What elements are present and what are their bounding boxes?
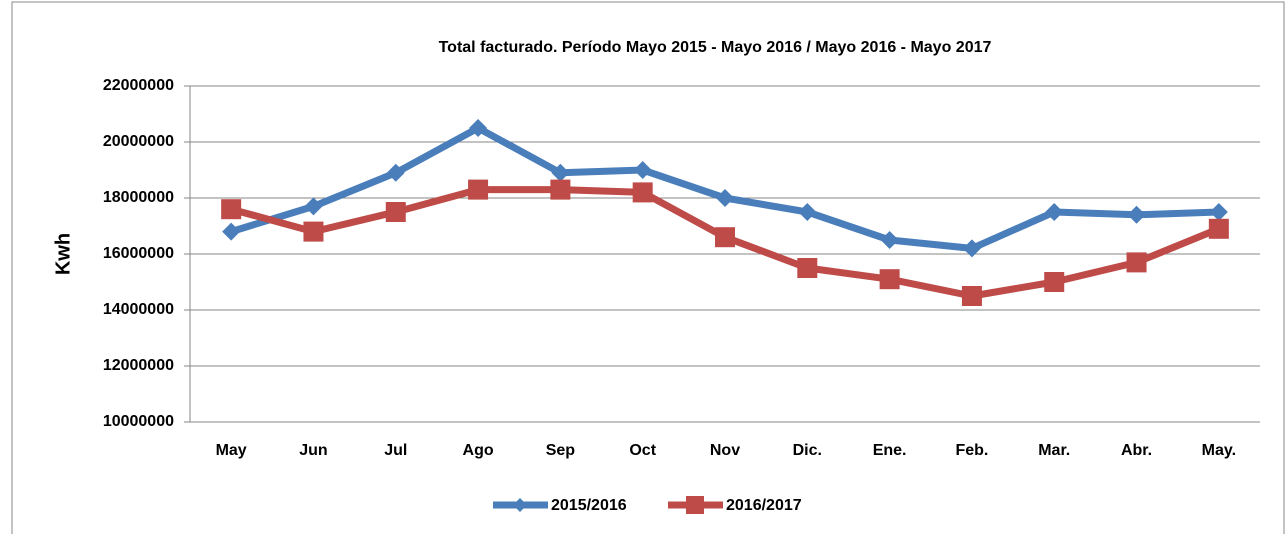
y-tick-label: 12000000: [103, 357, 174, 374]
marker: [468, 179, 489, 200]
chart-title: Total facturado. Período Mayo 2015 - May…: [439, 39, 992, 56]
x-tick-label: Oct: [629, 442, 656, 459]
marker: [1208, 218, 1229, 239]
marker: [550, 179, 571, 200]
x-tick-label: Jul: [384, 442, 407, 459]
marker: [715, 227, 735, 248]
x-tick-label: May: [216, 442, 247, 459]
marker: [879, 269, 900, 290]
marker: [386, 163, 405, 182]
legend-label: 2015/2016: [551, 497, 627, 514]
y-tick-label: 18000000: [103, 189, 174, 206]
x-tick-label: Feb.: [955, 442, 988, 459]
y-axis-label: Kwh: [52, 233, 74, 275]
marker: [1209, 203, 1228, 221]
x-tick-label: Mar.: [1038, 442, 1070, 459]
y-tick-label: 14000000: [103, 301, 174, 318]
legend-marker: [686, 496, 704, 514]
marker: [1126, 252, 1147, 273]
y-tick-label: 10000000: [103, 413, 174, 430]
x-tick-label: Sep: [546, 442, 576, 459]
legend-marker: [513, 498, 527, 512]
x-tick-label: Ago: [463, 442, 494, 459]
x-tick-label: Dic.: [793, 442, 822, 459]
marker: [1127, 205, 1146, 224]
marker: [551, 163, 570, 182]
marker: [797, 258, 818, 278]
marker: [798, 203, 817, 221]
marker: [1044, 272, 1065, 292]
marker: [222, 222, 241, 241]
x-tick-label: Nov: [710, 442, 740, 459]
marker: [962, 239, 981, 258]
marker: [961, 286, 982, 306]
legend-label: 2016/2017: [726, 497, 802, 514]
y-tick-label: 22000000: [103, 77, 174, 94]
marker: [632, 182, 653, 203]
x-tick-label: Ene.: [873, 442, 907, 459]
chart-frame: [11, 1, 1285, 534]
marker: [633, 161, 652, 179]
x-tick-label: Abr.: [1121, 442, 1152, 459]
marker: [221, 199, 242, 220]
marker: [385, 202, 406, 222]
y-tick-label: 16000000: [103, 245, 174, 262]
marker: [469, 119, 488, 137]
x-tick-label: May.: [1202, 442, 1236, 459]
marker: [303, 221, 324, 242]
y-tick-label: 20000000: [103, 133, 174, 150]
marker: [1045, 203, 1064, 221]
marker: [880, 231, 899, 249]
marker: [304, 197, 323, 216]
x-tick-label: Jun: [299, 442, 327, 459]
marker: [716, 189, 734, 207]
